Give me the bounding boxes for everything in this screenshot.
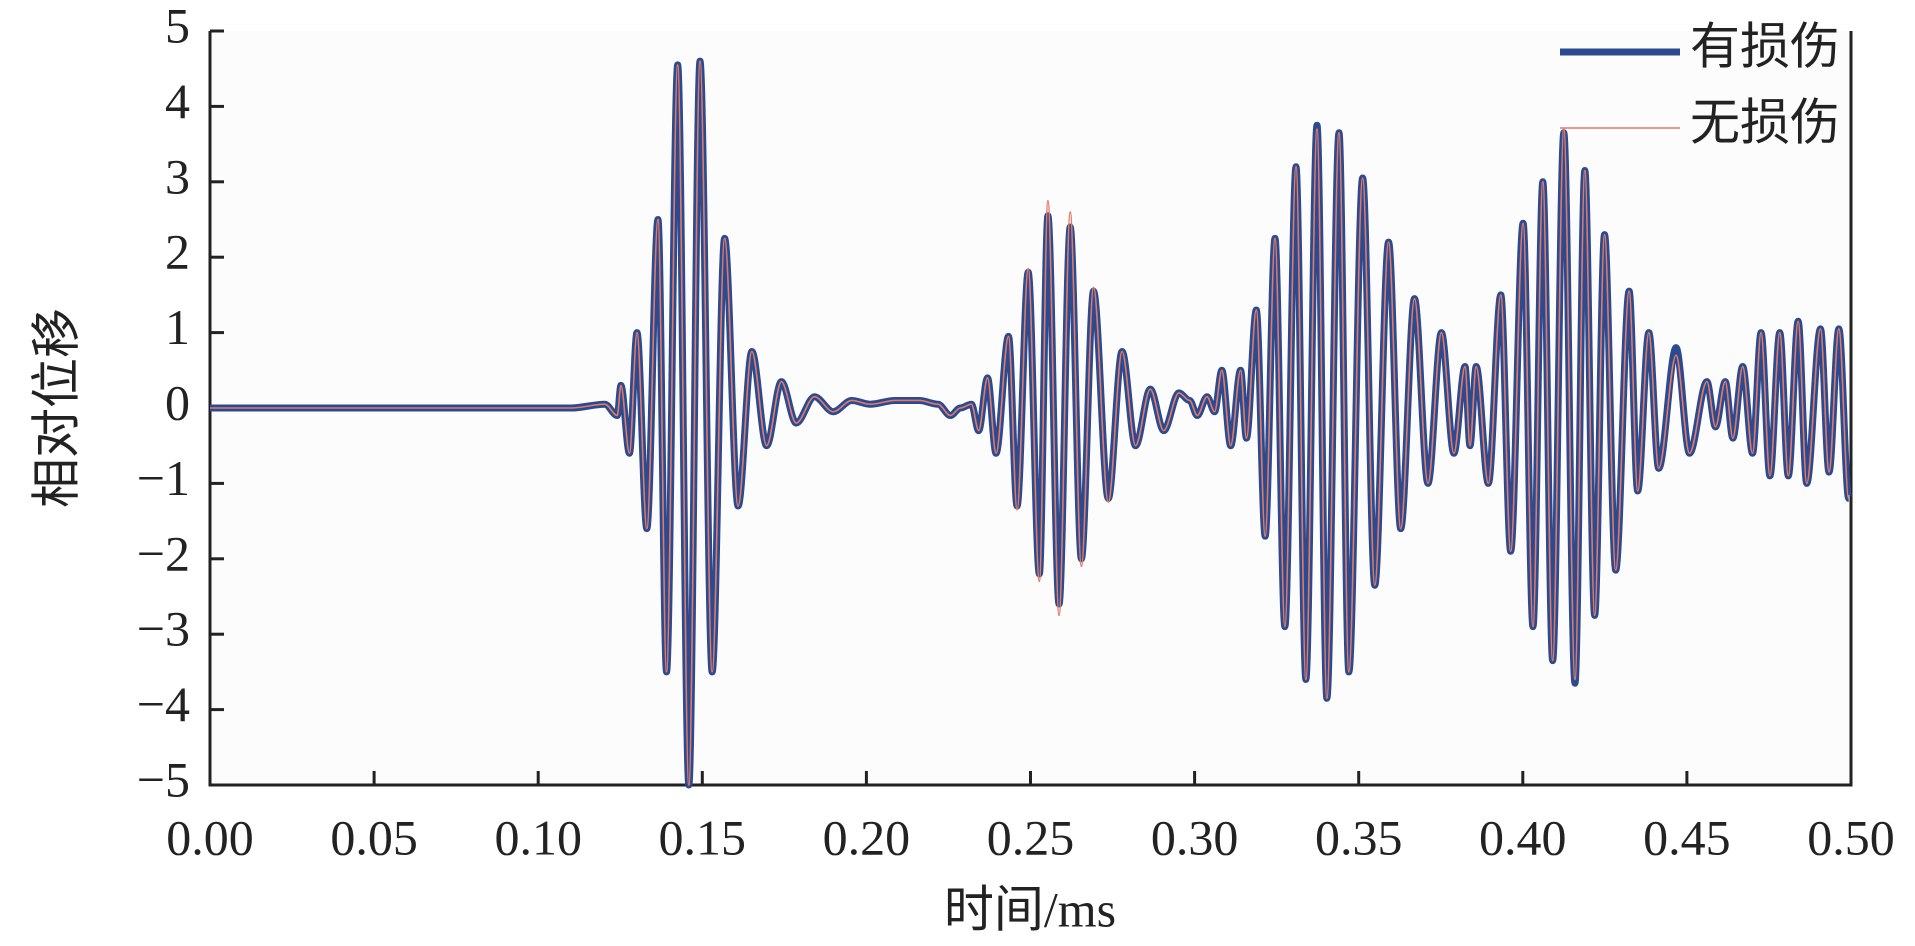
x-tick-label: 0.05: [330, 809, 418, 865]
y-tick-label: 0: [165, 374, 190, 430]
y-tick-label: −2: [137, 525, 190, 581]
y-tick-label: 1: [165, 299, 190, 355]
x-tick-label: 0.25: [987, 809, 1075, 865]
y-tick-label: −4: [137, 676, 190, 732]
y-tick-label: 5: [165, 0, 190, 53]
legend-label: 有损伤: [1690, 18, 1840, 74]
y-tick-label: −5: [137, 751, 190, 807]
y-tick-label: −3: [137, 601, 190, 657]
x-tick-label: 0.40: [1479, 809, 1567, 865]
x-tick-label: 0.00: [166, 809, 254, 865]
x-tick-label: 0.35: [1315, 809, 1403, 865]
y-axis-label: 相对位移: [28, 308, 84, 508]
x-tick-label: 0.15: [659, 809, 747, 865]
y-tick-label: −1: [137, 450, 190, 506]
x-axis-label: 时间/ms: [944, 881, 1116, 937]
x-tick-label: 0.10: [494, 809, 582, 865]
y-tick-label: 4: [165, 73, 190, 129]
legend-label: 无损伤: [1690, 94, 1840, 150]
x-tick-label: 0.45: [1643, 809, 1731, 865]
x-tick-label: 0.30: [1151, 809, 1239, 865]
y-tick-label: 2: [165, 224, 190, 280]
x-tick-label: 0.20: [823, 809, 911, 865]
y-tick-label: 3: [165, 148, 190, 204]
x-tick-label: 0.50: [1807, 809, 1895, 865]
data-line: [210, 60, 1850, 786]
